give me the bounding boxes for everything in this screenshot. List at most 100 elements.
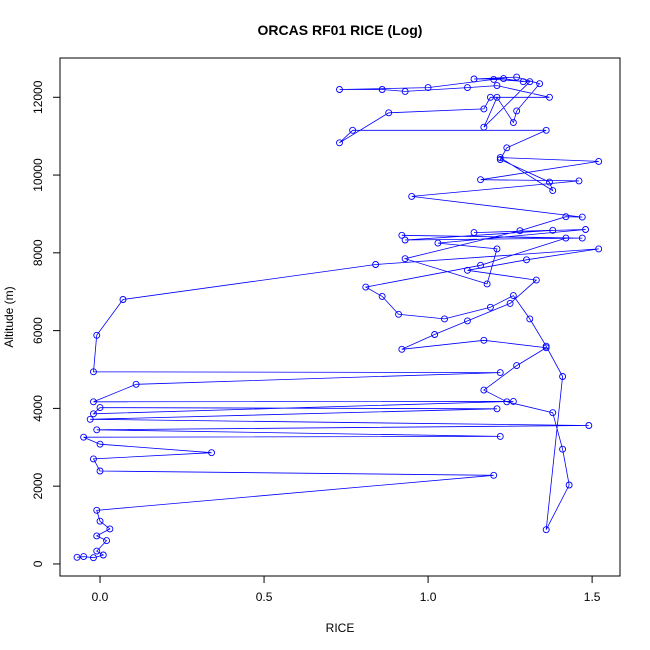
data-point — [559, 445, 567, 453]
data-point — [542, 342, 550, 350]
data-point — [503, 398, 511, 406]
data-point — [490, 471, 498, 479]
x-tick-label: 1.5 — [584, 590, 601, 604]
data-line — [77, 76, 599, 559]
x-axis-label: RICE — [326, 621, 355, 635]
data-point — [96, 440, 104, 448]
data-point — [378, 292, 386, 300]
data-point — [549, 187, 557, 195]
data-point — [93, 426, 101, 434]
data-point — [513, 73, 521, 81]
data-point — [424, 84, 432, 92]
data-point — [401, 255, 409, 263]
x-tick-label: 1.0 — [420, 590, 437, 604]
plot-frame — [59, 57, 621, 577]
data-point — [93, 532, 101, 540]
data-point — [470, 229, 478, 237]
data-point — [480, 336, 488, 344]
data-point — [509, 119, 517, 127]
data-point — [378, 86, 386, 93]
data-point — [493, 82, 501, 90]
y-tick-label: 10000 — [31, 158, 45, 192]
data-point — [96, 467, 104, 475]
x-tick-label: 0.5 — [256, 590, 273, 604]
data-point — [562, 213, 570, 221]
data-point — [500, 75, 507, 83]
data-point — [493, 405, 501, 413]
data-point — [542, 126, 550, 134]
x-tick-label: 0.0 — [92, 590, 109, 604]
data-point — [434, 239, 442, 247]
y-tick-label: 2000 — [31, 472, 45, 499]
data-point — [480, 105, 488, 113]
data-point — [519, 78, 527, 86]
data-point — [398, 231, 406, 239]
data-point — [490, 75, 498, 83]
data-point — [493, 93, 501, 101]
data-point — [582, 226, 590, 233]
data-point — [477, 176, 485, 184]
data-point — [595, 245, 603, 253]
data-point — [562, 234, 570, 242]
data-point — [480, 386, 488, 394]
data-point — [441, 315, 448, 323]
data-point — [349, 126, 357, 134]
y-tick-label: 6000 — [31, 317, 45, 344]
data-point — [578, 234, 586, 242]
data-point — [496, 369, 504, 377]
data-point — [372, 261, 380, 268]
data-point — [362, 283, 370, 291]
y-tick-label: 12000 — [31, 80, 45, 114]
data-point — [578, 213, 586, 221]
data-point — [546, 93, 553, 101]
data-point — [546, 178, 553, 186]
data-point — [493, 245, 501, 253]
data-point — [401, 236, 409, 244]
data-point — [208, 449, 216, 457]
data-point — [336, 139, 343, 147]
data-point — [496, 154, 504, 162]
data-point — [486, 93, 494, 101]
data-point — [513, 362, 521, 370]
data-point — [513, 107, 521, 115]
y-tick-label: 4000 — [31, 395, 45, 422]
data-point — [398, 345, 406, 353]
data-point — [103, 537, 111, 545]
data-point — [503, 144, 511, 152]
data-point — [90, 455, 97, 463]
data-point — [96, 517, 104, 525]
data-point — [90, 410, 97, 418]
data-point — [106, 525, 114, 533]
data-point — [509, 397, 517, 405]
data-point — [559, 373, 567, 380]
data-point — [90, 368, 97, 376]
data-point — [549, 226, 557, 234]
data-point — [408, 192, 416, 200]
data-point — [93, 547, 101, 555]
chart-title: ORCAS RF01 RICE (Log) — [258, 22, 423, 38]
data-point — [496, 432, 504, 440]
data-point — [532, 276, 540, 284]
data-point — [90, 398, 97, 406]
data-point — [509, 292, 517, 300]
data-point — [385, 109, 393, 117]
data-point — [464, 317, 471, 325]
data-point — [536, 80, 544, 88]
data-point — [132, 380, 140, 388]
data-point — [585, 422, 593, 429]
y-tick-label: 8000 — [31, 239, 45, 266]
data-point — [119, 296, 127, 303]
data-point — [86, 415, 94, 423]
data-point — [526, 78, 534, 86]
data-point — [470, 75, 478, 83]
data-point — [96, 404, 104, 412]
data-point — [483, 280, 491, 288]
data-point — [526, 315, 534, 323]
data-point — [99, 551, 107, 559]
data-point — [506, 299, 514, 307]
data-point — [542, 526, 550, 534]
data-point — [565, 481, 573, 489]
data-point — [595, 157, 603, 165]
